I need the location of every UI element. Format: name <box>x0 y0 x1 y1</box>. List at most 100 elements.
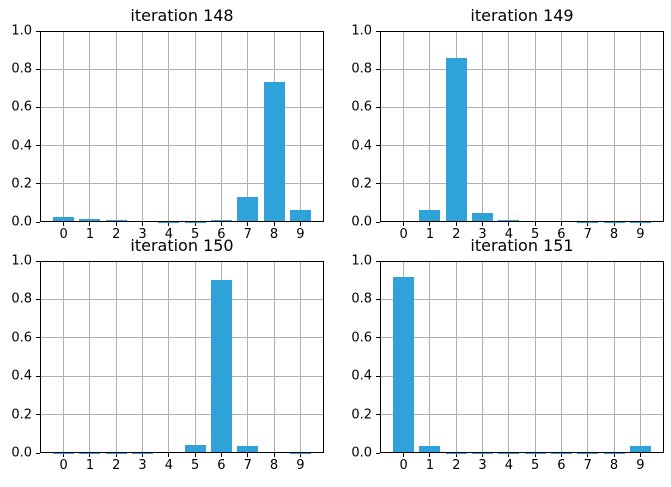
y-tick-label: 0.4 <box>11 368 32 384</box>
x-tick-label: 9 <box>636 227 645 242</box>
x-gridline <box>142 261 144 453</box>
x-gridline <box>168 261 170 453</box>
x-tick-label: 4 <box>164 458 173 473</box>
x-tick-mark <box>89 453 91 457</box>
y-tick-label: 0.6 <box>351 99 372 115</box>
x-gridline <box>508 31 510 222</box>
subplot-bottom-left: iteration 150 0 1 2 3 4 5 6 7 8 9 0.0 0.2 0.4 0.6 0.8 1.… <box>11 237 324 472</box>
x-gridline <box>429 31 431 222</box>
y-gridline <box>40 298 324 300</box>
y-tick-label: 0.8 <box>11 291 32 307</box>
x-tick-label: 2 <box>112 227 121 242</box>
x-tick-mark <box>482 222 484 226</box>
x-gridline <box>482 261 484 453</box>
y-gridline <box>380 68 664 70</box>
y-tick-mark <box>36 337 40 339</box>
x-tick-mark <box>534 453 536 457</box>
bar <box>237 445 259 453</box>
x-gridline <box>639 261 641 453</box>
x-tick-label: 8 <box>609 227 619 242</box>
y-tick-mark <box>376 221 380 223</box>
y-gridline <box>40 106 324 108</box>
x-tick-mark <box>560 453 562 457</box>
y-tick-mark <box>36 68 40 70</box>
y-tick-mark <box>36 106 40 108</box>
x-tick-label: 6 <box>557 227 566 242</box>
x-tick-mark <box>220 453 222 457</box>
bar <box>263 81 285 222</box>
y-tick-label: 0.2 <box>11 407 32 423</box>
subplot-bottom-right: iteration 151 0 1 2 3 4 5 6 7 8 9 0.0 0.2 0.4 0.6 0.8 1.… <box>351 237 664 472</box>
y-tick-mark <box>376 106 380 108</box>
x-tick-label: 0 <box>59 227 68 242</box>
y-tick-label: 0.6 <box>11 330 32 346</box>
x-tick-mark <box>587 222 589 226</box>
x-tick-label: 2 <box>452 458 461 473</box>
x-tick-mark <box>194 222 196 226</box>
y-gridline <box>380 414 664 416</box>
bar <box>472 213 494 222</box>
y-tick-label: 1.0 <box>351 253 372 269</box>
bar <box>498 219 520 222</box>
y-tick-mark <box>36 298 40 300</box>
x-gridline <box>247 31 249 222</box>
y-gridline <box>40 375 324 377</box>
y-tick-mark <box>36 260 40 262</box>
y-tick-label: 0.0 <box>351 214 372 230</box>
y-tick-label: 1.0 <box>351 23 372 39</box>
x-tick-label: 7 <box>583 458 592 473</box>
axes-frame <box>40 31 324 222</box>
x-gridline <box>639 31 641 222</box>
y-tick-mark <box>376 452 380 454</box>
x-tick-mark <box>482 453 484 457</box>
subplot-title: iteration 148 <box>130 6 234 25</box>
x-tick-mark <box>142 222 144 226</box>
y-tick-mark <box>376 145 380 147</box>
y-tick-mark <box>376 375 380 377</box>
y-tick-label: 0.2 <box>351 176 372 192</box>
x-gridline <box>587 261 589 453</box>
x-tick-label: 5 <box>531 227 540 242</box>
x-tick-label: 1 <box>425 458 435 473</box>
x-tick-mark <box>508 222 510 226</box>
y-tick-mark <box>376 414 380 416</box>
x-tick-label: 3 <box>478 458 487 473</box>
x-tick-mark <box>247 222 249 226</box>
y-tick-mark <box>36 30 40 32</box>
y-tick-mark <box>36 375 40 377</box>
x-gridline <box>508 261 510 453</box>
x-gridline <box>168 31 170 222</box>
x-gridline <box>455 261 457 453</box>
y-tick-mark <box>36 145 40 147</box>
y-gridline <box>380 298 664 300</box>
x-tick-label: 4 <box>504 458 513 473</box>
x-tick-mark <box>639 222 641 226</box>
x-gridline <box>299 261 301 453</box>
x-tick-label: 0 <box>59 458 68 473</box>
x-tick-mark <box>115 453 117 457</box>
y-tick-mark <box>36 452 40 454</box>
y-tick-mark <box>376 183 380 185</box>
x-tick-mark <box>220 222 222 226</box>
bar <box>445 57 467 222</box>
y-tick-label: 0.8 <box>351 61 372 77</box>
y-tick-label: 0.0 <box>11 445 32 461</box>
y-tick-mark <box>376 260 380 262</box>
x-tick-mark <box>273 222 275 226</box>
x-tick-mark <box>455 453 457 457</box>
x-tick-mark <box>142 453 144 457</box>
x-tick-label: 4 <box>504 227 513 242</box>
bar <box>210 219 232 222</box>
x-tick-label: 3 <box>478 227 487 242</box>
x-tick-label: 9 <box>296 227 305 242</box>
x-tick-mark <box>534 222 536 226</box>
x-gridline <box>482 31 484 222</box>
y-gridline <box>380 145 664 147</box>
y-tick-mark <box>376 298 380 300</box>
x-tick-label: 6 <box>557 458 566 473</box>
x-gridline <box>613 261 615 453</box>
x-tick-label: 7 <box>243 227 252 242</box>
x-tick-mark <box>613 222 615 226</box>
x-gridline <box>613 31 615 222</box>
